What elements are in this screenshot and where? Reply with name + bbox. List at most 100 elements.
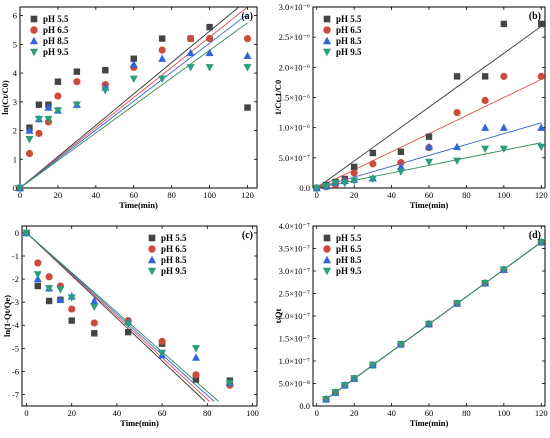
x-tick-label: 60 bbox=[158, 408, 167, 418]
data-point bbox=[368, 361, 377, 370]
data-point bbox=[322, 182, 331, 191]
legend-label: pH 9.5 bbox=[43, 47, 69, 57]
legend-label: pH 9.5 bbox=[336, 47, 362, 57]
data-point bbox=[35, 101, 43, 108]
x-tick-label: 20 bbox=[67, 408, 76, 418]
data-point bbox=[537, 72, 545, 80]
data-point bbox=[396, 168, 405, 176]
data-point bbox=[331, 179, 340, 188]
legend-marker bbox=[322, 267, 332, 276]
fit-line bbox=[316, 25, 542, 188]
data-point bbox=[350, 169, 358, 177]
data-point bbox=[350, 177, 359, 185]
data-point bbox=[125, 328, 132, 336]
legend-label: pH 8.5 bbox=[336, 36, 362, 46]
data-point bbox=[397, 159, 405, 167]
data-point bbox=[425, 133, 433, 140]
y-axis-title: ln(Ct/C0) bbox=[0, 80, 10, 115]
data-point bbox=[205, 48, 214, 57]
x-tick-label: 80 bbox=[462, 190, 471, 200]
data-point bbox=[130, 55, 137, 62]
data-point bbox=[340, 179, 349, 188]
y-tick-label: 0.0 bbox=[299, 183, 310, 193]
legend-label: pH 5.5 bbox=[336, 233, 362, 243]
y-tick-label: 4 bbox=[13, 68, 18, 78]
data-point bbox=[159, 35, 166, 42]
data-point bbox=[481, 279, 490, 288]
data-point bbox=[90, 303, 99, 311]
legend-label: pH 9.5 bbox=[336, 266, 362, 276]
x-tick-label: 40 bbox=[92, 190, 101, 200]
y-tick-label: 2.0×10⁻⁶ bbox=[279, 62, 310, 72]
data-point bbox=[158, 349, 167, 358]
data-point bbox=[34, 259, 42, 267]
legend-marker bbox=[147, 267, 157, 276]
y-tick-label: 5.0×10⁻⁸ bbox=[279, 379, 310, 389]
y-tick-label: 0 bbox=[13, 183, 17, 193]
data-point bbox=[56, 286, 65, 294]
fit-line bbox=[26, 232, 206, 402]
data-point bbox=[33, 271, 42, 279]
panel-b: 0 20 40 60 80 100 120 0.0 5.0×10⁻⁷ 1.0×10⁻⁶ 1.5×10… bbox=[273, 2, 548, 210]
legend-marker bbox=[29, 48, 39, 57]
y-axis-title: 1/Ct-1/C0 bbox=[273, 80, 283, 115]
data-point bbox=[481, 123, 490, 131]
legend: pH 5.5pH 6.5pH 8.5pH 9.5 bbox=[322, 233, 362, 276]
data-point bbox=[243, 51, 252, 60]
data-point bbox=[191, 345, 200, 353]
data-point bbox=[72, 101, 81, 109]
x-tick-label: 80 bbox=[203, 408, 212, 418]
x-tick-label: 120 bbox=[241, 190, 254, 200]
data-point bbox=[54, 78, 62, 85]
legend-label: pH 5.5 bbox=[336, 14, 362, 24]
legend: pH 5.5pH 6.5pH 8.5pH 9.5 bbox=[322, 14, 362, 57]
data-point bbox=[124, 320, 133, 329]
legend-marker bbox=[147, 255, 157, 264]
data-point bbox=[499, 145, 508, 153]
x-axis-title: Time(min) bbox=[410, 418, 449, 428]
legend-label: pH 6.5 bbox=[336, 25, 362, 35]
legend-marker bbox=[29, 36, 39, 45]
data-point bbox=[340, 382, 349, 390]
data-point bbox=[322, 396, 331, 404]
x-tick-label: 0 bbox=[315, 190, 319, 200]
data-point bbox=[90, 296, 99, 305]
data-point bbox=[453, 142, 462, 151]
y-tick-label: -1 bbox=[12, 251, 19, 261]
legend-label: pH 5.5 bbox=[161, 233, 187, 243]
data-point bbox=[44, 115, 53, 124]
data-point bbox=[158, 75, 167, 84]
data-point bbox=[206, 35, 214, 43]
x-tick-label: 40 bbox=[113, 408, 122, 418]
data-point bbox=[499, 266, 508, 274]
y-axis-title: ln(1-Qt/Qe) bbox=[2, 295, 12, 337]
data-point bbox=[73, 68, 81, 75]
y-tick-label: 2.5×10⁻⁷ bbox=[279, 289, 310, 299]
data-point bbox=[453, 157, 462, 166]
x-tick-label: 100 bbox=[246, 408, 259, 418]
legend-marker bbox=[323, 26, 331, 34]
y-tick-label: 3.0×10⁻⁷ bbox=[279, 266, 310, 276]
data-point bbox=[129, 60, 138, 68]
y-tick-label: -6 bbox=[12, 366, 19, 376]
data-point bbox=[45, 297, 53, 305]
x-tick-label: 0 bbox=[18, 190, 22, 200]
legend-label: pH 9.5 bbox=[161, 266, 187, 276]
legend-marker bbox=[322, 36, 332, 45]
data-point bbox=[453, 73, 461, 80]
y-tick-label: 5.0×10⁻⁷ bbox=[279, 153, 310, 163]
data-point bbox=[186, 64, 195, 72]
data-point bbox=[243, 35, 252, 43]
data-point bbox=[25, 135, 34, 144]
y-tick-label: 3 bbox=[13, 97, 17, 107]
y-tick-label: 0 bbox=[15, 228, 19, 238]
fit-line bbox=[26, 232, 215, 402]
data-point bbox=[90, 319, 98, 327]
legend-label: pH 8.5 bbox=[336, 255, 362, 265]
data-point bbox=[481, 145, 490, 153]
x-tick-label: 80 bbox=[462, 408, 471, 418]
data-point bbox=[187, 35, 195, 43]
panel-label: (b) bbox=[529, 11, 541, 22]
fit-lines bbox=[26, 232, 219, 402]
